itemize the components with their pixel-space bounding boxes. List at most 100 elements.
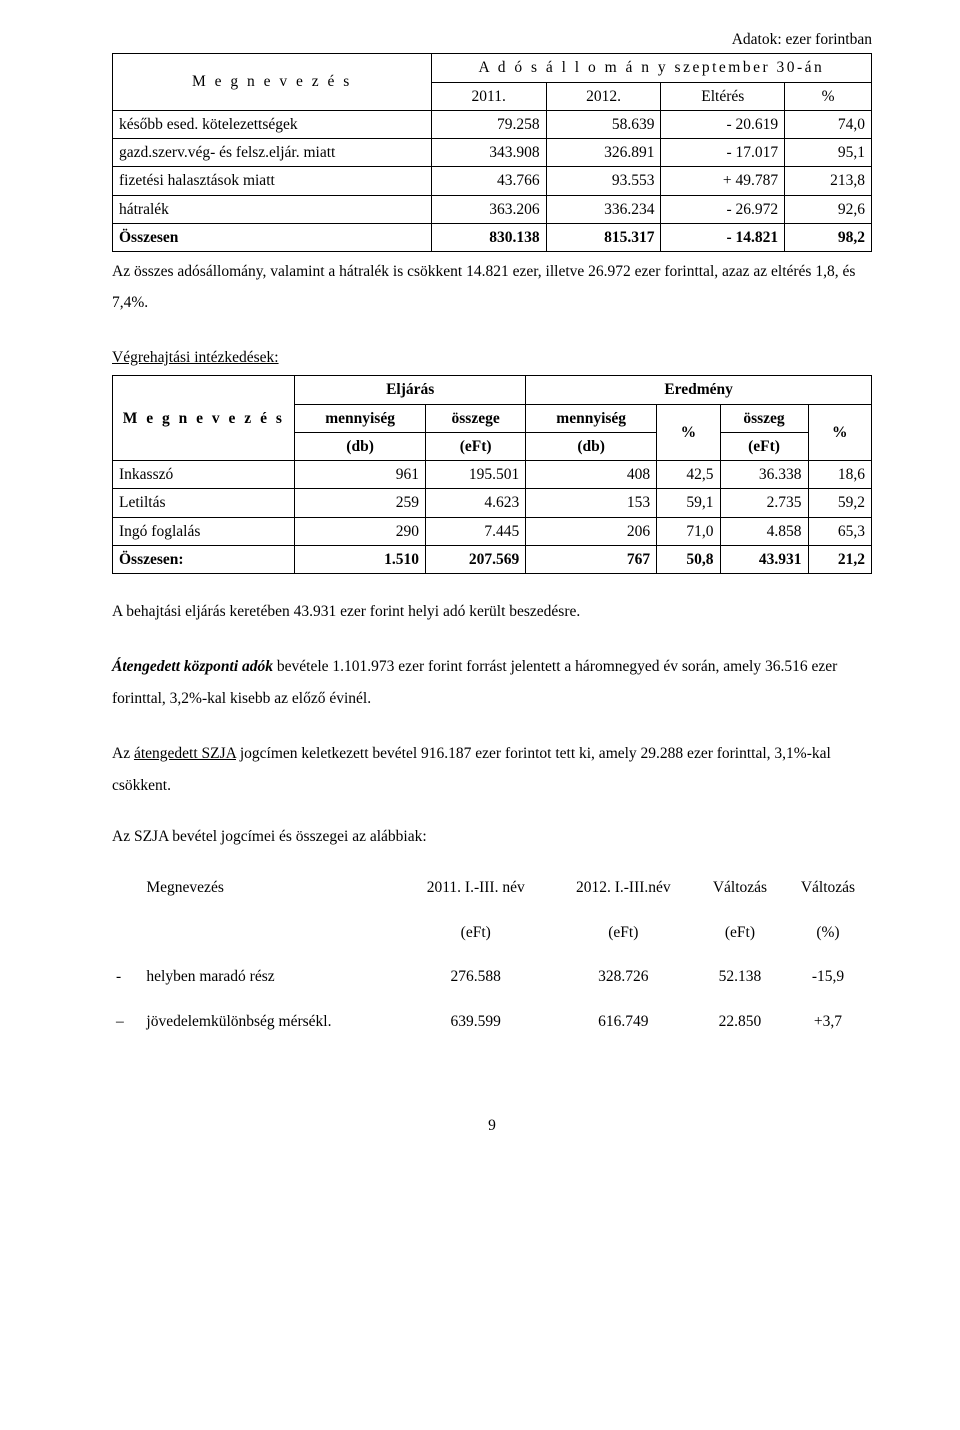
t2-cell: 4.623: [426, 489, 526, 517]
t3-cell: +3,7: [784, 1000, 872, 1045]
t2-row-label: Letiltás: [113, 489, 295, 517]
t1-row-label: később esed. kötelezettségek: [113, 110, 432, 138]
t1-col-2012: 2012.: [546, 82, 661, 110]
table-row: Letiltás2594.62315359,12.73559,2: [113, 489, 872, 517]
t1-cell: 74,0: [785, 110, 872, 138]
table-row: hátralék363.206336.234- 26.97292,6: [113, 195, 872, 223]
t2-cell: 1.510: [295, 545, 426, 573]
t2-row-label: Ingó foglalás: [113, 517, 295, 545]
t2-row-label: Összesen:: [113, 545, 295, 573]
table-row: később esed. kötelezettségek79.25858.639…: [113, 110, 872, 138]
table-row: Ingó foglalás2907.44520671,04.85865,3: [113, 517, 872, 545]
t1-row-label: hátralék: [113, 195, 432, 223]
t2-cell: 21,2: [808, 545, 871, 573]
table-row: –jövedelemkülönbség mérsékl.639.599616.7…: [112, 1000, 872, 1045]
t2-cell: 7.445: [426, 517, 526, 545]
t1-cell: 213,8: [785, 167, 872, 195]
t2-cell: 290: [295, 517, 426, 545]
t3-col-2011: 2011. I.-III. név: [401, 866, 551, 911]
t2-sub-osszeg: összeg: [720, 404, 808, 432]
t2-cell: 767: [526, 545, 657, 573]
t3-unit-1: (eFt): [401, 911, 551, 956]
t1-cell: 336.234: [546, 195, 661, 223]
table-row: -helyben maradó rész276.588328.72652.138…: [112, 955, 872, 1000]
t1-cell: + 49.787: [661, 167, 785, 195]
t1-cell: - 17.017: [661, 139, 785, 167]
page-number: 9: [112, 1114, 872, 1137]
t2-cell: 18,6: [808, 461, 871, 489]
t2-cell: 36.338: [720, 461, 808, 489]
t3-cell: 276.588: [401, 955, 551, 1000]
table-row: fizetési halasztások miatt43.76693.553+ …: [113, 167, 872, 195]
t2-row-label: Inkasszó: [113, 461, 295, 489]
t1-cell: 98,2: [785, 223, 872, 251]
t1-row-label: fizetési halasztások miatt: [113, 167, 432, 195]
paragraph-atengedett-kozponti: Átengedett központi adók bevétele 1.101.…: [112, 651, 872, 716]
t1-col-elteres: Eltérés: [661, 82, 785, 110]
t3-unit-2: (eFt): [551, 911, 696, 956]
t1-cell: 93.553: [546, 167, 661, 195]
t1-cell: 58.639: [546, 110, 661, 138]
t2-cell: 50,8: [657, 545, 720, 573]
t1-cell: - 26.972: [661, 195, 785, 223]
t2-sub-pct2: %: [808, 404, 871, 461]
t3-col-valtozas-pct: Változás: [784, 866, 872, 911]
table-vegrehajtasi: M e g n e v e z é s Eljárás Eredmény men…: [112, 375, 872, 574]
t2-sub-menny1: mennyiség: [295, 404, 426, 432]
t2-cell: 195.501: [426, 461, 526, 489]
t2-sub-menny2: mennyiség: [526, 404, 657, 432]
t3-row-label: helyben maradó rész: [142, 955, 400, 1000]
t1-cell: 95,1: [785, 139, 872, 167]
table-row: Összesen830.138815.317- 14.82198,2: [113, 223, 872, 251]
t1-col-2011: 2011.: [431, 82, 546, 110]
t3-dash: –: [112, 1000, 142, 1045]
t3-unit-3: (eFt): [696, 911, 784, 956]
t2-cell: 961: [295, 461, 426, 489]
paragraph-szja: Az átengedett SZJA jogcímen keletkezett …: [112, 738, 872, 803]
t3-cell: -15,9: [784, 955, 872, 1000]
t3-row-label: jövedelemkülönbség mérsékl.: [142, 1000, 400, 1045]
t1-cell: 343.908: [431, 139, 546, 167]
t2-cell: 207.569: [426, 545, 526, 573]
t2-unit-eft2: (eFt): [720, 432, 808, 460]
t2-cell: 206: [526, 517, 657, 545]
t2-header-eredmeny: Eredmény: [526, 376, 872, 404]
t2-cell: 65,3: [808, 517, 871, 545]
paragraph-behajtas: A behajtási eljárás keretében 43.931 eze…: [112, 596, 872, 629]
t2-cell: 153: [526, 489, 657, 517]
t1-cell: 815.317: [546, 223, 661, 251]
underline-szja: átengedett SZJA: [134, 745, 236, 762]
t1-cell: 326.891: [546, 139, 661, 167]
t2-header-eljaras: Eljárás: [295, 376, 526, 404]
t2-cell: 42,5: [657, 461, 720, 489]
t2-unit-db1: (db): [295, 432, 426, 460]
t3-cell: 639.599: [401, 1000, 551, 1045]
t2-cell: 71,0: [657, 517, 720, 545]
t1-cell: 79.258: [431, 110, 546, 138]
t3-cell: 52.138: [696, 955, 784, 1000]
t2-cell: 408: [526, 461, 657, 489]
table-row: Összesen:1.510207.56976750,843.93121,2: [113, 545, 872, 573]
table-szja: Megnevezés 2011. I.-III. név 2012. I.-II…: [112, 866, 872, 1044]
t3-col-valtozas: Változás: [696, 866, 784, 911]
paragraph-szja-jogcimek: Az SZJA bevétel jogcímei és összegei az …: [112, 825, 872, 848]
paragraph-adosallomany: Az összes adósállomány, valamint a hátra…: [112, 256, 872, 318]
t1-cell: - 20.619: [661, 110, 785, 138]
t1-cell: 363.206: [431, 195, 546, 223]
t3-cell: 22.850: [696, 1000, 784, 1045]
table-row: gazd.szerv.vég- és felsz.eljár. miatt343…: [113, 139, 872, 167]
t1-header-main: A d ó s á l l o m á n y szeptember 30-án: [431, 54, 871, 82]
t3-col-megnevezes: Megnevezés: [142, 866, 400, 911]
units-note: Adatok: ezer forintban: [112, 28, 872, 51]
t1-cell: 830.138: [431, 223, 546, 251]
t3-unit-4: (%): [784, 911, 872, 956]
table-adosallomany: M e g n e v e z é s A d ó s á l l o m á …: [112, 53, 872, 252]
t3-cell: 328.726: [551, 955, 696, 1000]
emphasis-atengedett: Átengedett központi adók: [112, 658, 273, 675]
t1-row-label: Összesen: [113, 223, 432, 251]
t3-cell: 616.749: [551, 1000, 696, 1045]
t1-cell: 43.766: [431, 167, 546, 195]
table-row: Inkasszó961195.50140842,536.33818,6: [113, 461, 872, 489]
t2-cell: 4.858: [720, 517, 808, 545]
t2-cell: 59,2: [808, 489, 871, 517]
